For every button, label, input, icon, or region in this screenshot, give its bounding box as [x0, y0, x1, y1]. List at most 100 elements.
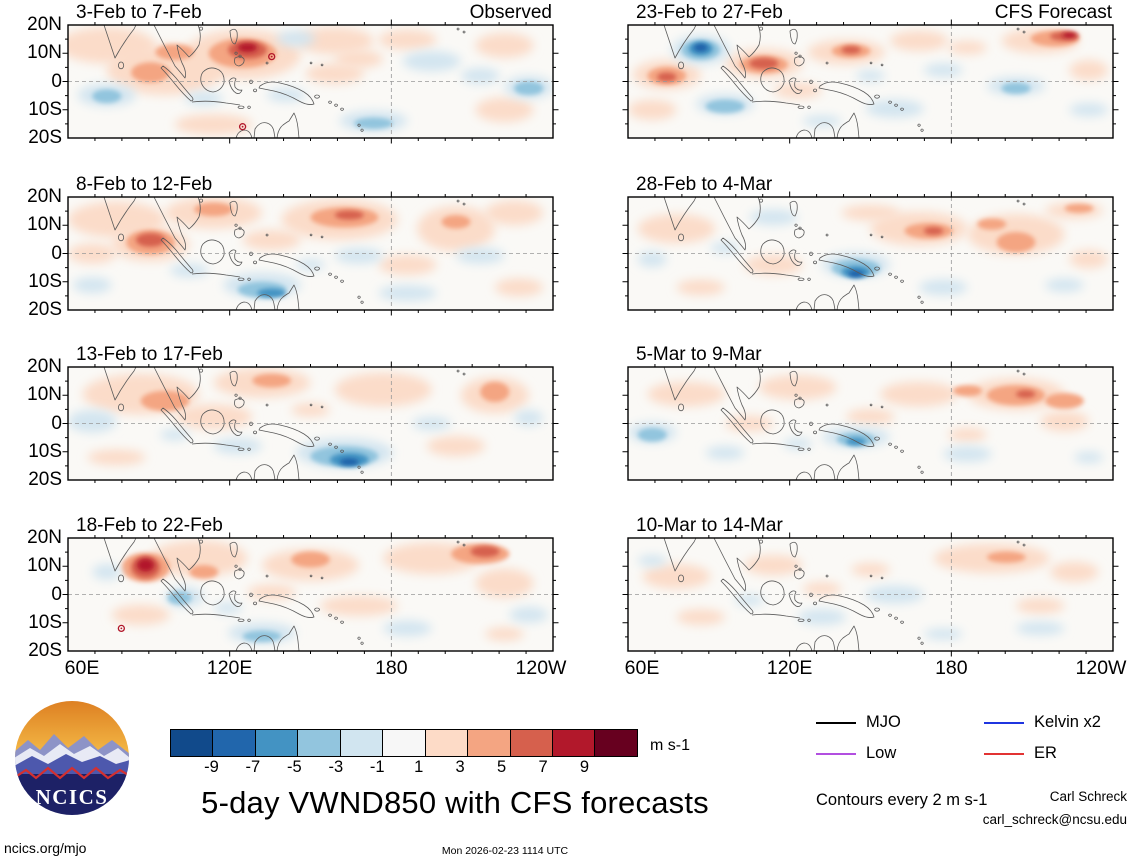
legend-line-er — [984, 753, 1024, 755]
storm-symbol — [238, 123, 247, 131]
map-svg — [622, 191, 1119, 316]
map-svg — [62, 361, 559, 486]
y-tick-label: 20N — [27, 14, 62, 35]
panel-corner-label — [1112, 344, 1113, 365]
legend-label: MJO — [866, 713, 901, 731]
map-panel: 3-Feb to 7-Feb Observed — [62, 2, 559, 144]
y-tick-label: 20N — [27, 527, 62, 548]
legend-label: Low — [866, 744, 897, 762]
colorbar-tick-label: 9 — [579, 758, 590, 776]
y-tick-label: 20N — [27, 356, 62, 377]
contour-interval-note: Contours every 2 m s-1 — [816, 791, 988, 809]
storm-symbol — [268, 52, 276, 61]
x-tick-label: 120E — [206, 657, 253, 679]
credit-name: Carl Schreck — [1049, 789, 1127, 804]
colorbar-segment — [383, 730, 426, 756]
panel-corner-label: CFS Forecast — [994, 2, 1112, 23]
panel-corner-label: Observed — [469, 2, 552, 23]
colorbar-tick-label: -9 — [204, 758, 219, 776]
y-tick-label: 10S — [28, 440, 62, 462]
panel-header: 8-Feb to 12-Feb — [68, 174, 553, 195]
colorbar-segment — [595, 730, 637, 756]
y-tick-label: 0 — [51, 70, 62, 92]
map-panel: 10-Mar to 14-Mar — [622, 515, 1119, 657]
legend-label: ER — [1034, 744, 1057, 762]
colorbar-tick-label: -5 — [287, 758, 302, 776]
y-tick-label: 20N — [27, 186, 62, 207]
map-panel: 13-Feb to 17-Feb — [62, 344, 559, 486]
y-tick-label: 20S — [28, 640, 62, 661]
x-tick-label: 60E — [64, 657, 100, 679]
panel-corner-label — [552, 344, 553, 365]
storm-symbol — [117, 624, 125, 633]
colorbar-tick-label: 7 — [538, 758, 548, 776]
footer-site-text: ncics.org/mjo — [4, 840, 87, 856]
x-tick-label: 180 — [375, 657, 408, 679]
ncics-logo-text: NCICS — [36, 785, 109, 809]
map-svg — [622, 19, 1119, 144]
panel-header: 5-Mar to 9-Mar — [628, 344, 1113, 365]
panel-header: 3-Feb to 7-Feb Observed — [68, 2, 553, 23]
colorbar-segment — [468, 730, 511, 756]
panel-header: 23-Feb to 27-Feb CFS Forecast — [628, 2, 1113, 23]
y-tick-label: 0 — [51, 412, 62, 434]
legend-line-low — [816, 753, 856, 755]
map-panel: 18-Feb to 22-Feb — [62, 515, 559, 657]
x-tick-label: 60E — [624, 657, 660, 679]
panel-date-label: 23-Feb to 27-Feb — [636, 2, 783, 23]
footer-timestamp: Mon 2026-02-23 1114 UTC — [441, 845, 569, 857]
panel-corner-label — [1112, 515, 1113, 536]
y-tick-label: 0 — [51, 242, 62, 264]
colorbar — [170, 729, 638, 757]
map-panel: 23-Feb to 27-Feb CFS Forecast — [622, 2, 1119, 144]
map-panel: 8-Feb to 12-Feb — [62, 174, 559, 316]
panel-date-label: 5-Mar to 9-Mar — [636, 344, 762, 365]
panel-header: 28-Feb to 4-Mar — [628, 174, 1113, 195]
panel-date-label: 13-Feb to 17-Feb — [76, 344, 223, 365]
y-tick-label: 0 — [51, 583, 62, 605]
panel-date-label: 8-Feb to 12-Feb — [76, 174, 213, 195]
panel-corner-label — [552, 515, 553, 536]
panel-date-label: 3-Feb to 7-Feb — [76, 2, 202, 23]
legend-label: Kelvin x2 — [1034, 713, 1101, 731]
colorbar-tick-label: -1 — [369, 758, 385, 776]
y-tick-label: 10N — [27, 555, 62, 577]
colorbar-segment — [171, 730, 214, 756]
legend-line-mjo — [816, 722, 856, 724]
map-svg — [622, 532, 1119, 657]
main-title: 5-day VWND850 with CFS forecasts — [201, 785, 709, 820]
ncics-logo: NCICS — [14, 700, 130, 816]
panel-date-label: 28-Feb to 4-Mar — [636, 174, 773, 195]
x-tick-label: 120W — [515, 657, 567, 679]
colorbar-tick-label: 5 — [497, 758, 507, 776]
colorbar-tick-label: -3 — [328, 758, 344, 776]
y-tick-label: 20S — [28, 469, 62, 490]
y-tick-label: 10N — [27, 42, 62, 64]
panel-date-label: 18-Feb to 22-Feb — [76, 515, 223, 536]
y-tick-label: 10N — [27, 214, 62, 236]
y-tick-label: 10S — [28, 611, 62, 633]
x-tick-label: 120W — [1075, 657, 1127, 679]
legend-line-kelvin-x2 — [984, 722, 1024, 724]
panel-date-label: 10-Mar to 14-Mar — [636, 515, 783, 536]
colorbar-tick-label: -7 — [245, 758, 261, 776]
panel-header: 13-Feb to 17-Feb — [68, 344, 553, 365]
map-svg — [622, 361, 1119, 486]
x-tick-label: 120E — [766, 657, 813, 679]
y-tick-label: 10N — [27, 384, 62, 406]
colorbar-segment — [255, 730, 299, 756]
colorbar-units: m s-1 — [650, 737, 690, 754]
y-tick-label: 10S — [28, 98, 62, 120]
colorbar-segment — [425, 730, 469, 756]
map-svg — [62, 532, 559, 657]
ncics-logo-graphic: NCICS — [15, 701, 129, 815]
colorbar-segment — [213, 730, 256, 756]
y-tick-label: 10S — [28, 270, 62, 292]
colorbar-segment — [340, 730, 384, 756]
colorbar-tick-label: 3 — [455, 758, 465, 776]
panel-header: 10-Mar to 14-Mar — [628, 515, 1113, 536]
panel-corner-label — [552, 174, 553, 195]
colorbar-segment — [552, 730, 596, 756]
panel-corner-label — [1112, 174, 1113, 195]
